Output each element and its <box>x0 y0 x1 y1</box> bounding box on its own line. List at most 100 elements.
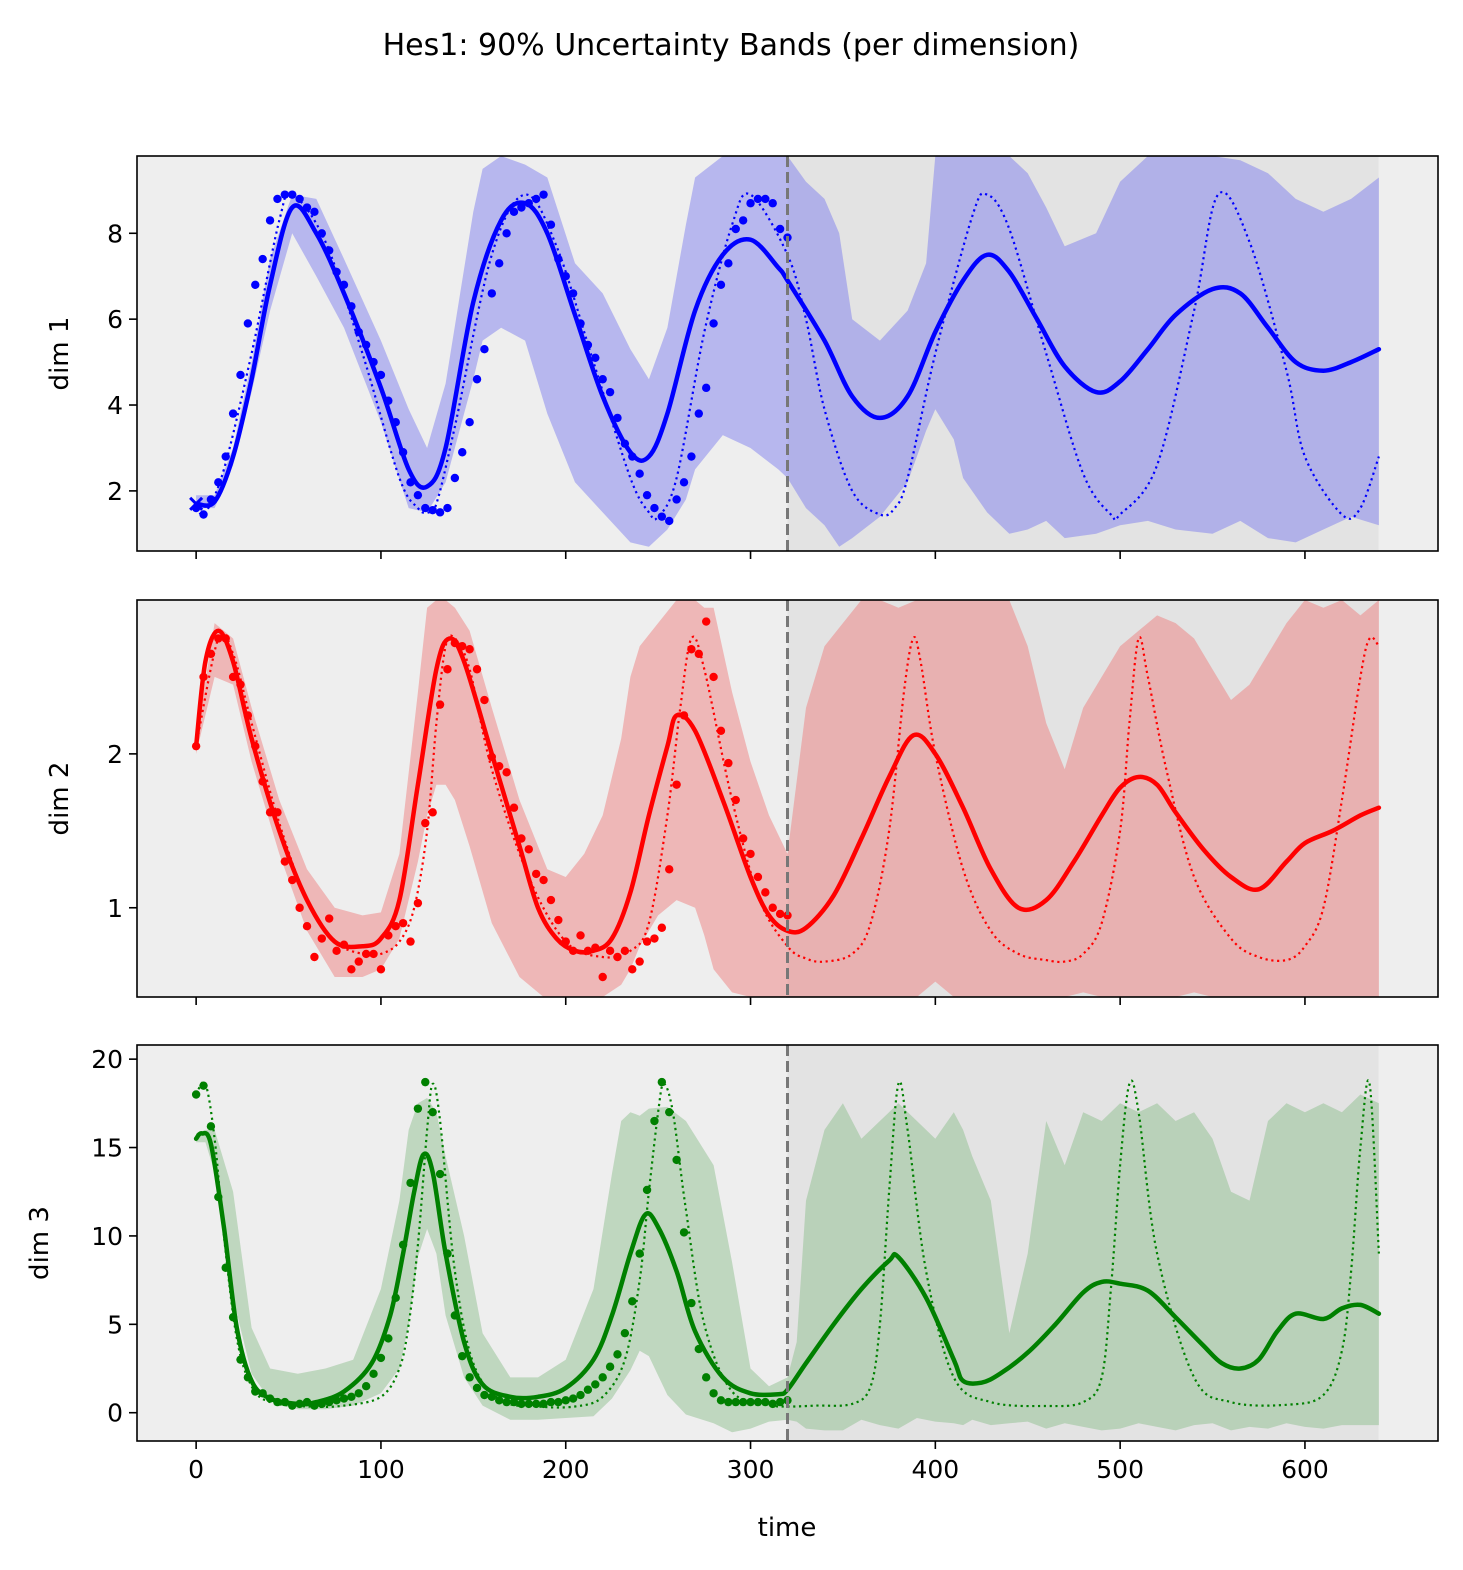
observation-point <box>731 224 740 234</box>
observation-point <box>605 387 615 397</box>
observation-point <box>731 1397 740 1407</box>
observation-point <box>495 1396 504 1405</box>
start-marker <box>189 496 204 511</box>
observation-point <box>339 1394 349 1403</box>
observation-point <box>657 923 667 932</box>
y-tick-label: 8 <box>107 219 123 248</box>
observation-point <box>435 1169 445 1179</box>
y-tick-label: 10 <box>91 1222 123 1251</box>
observation-point <box>509 207 519 217</box>
observation-point <box>384 931 393 940</box>
observation-point <box>761 194 770 204</box>
uncertainty-band <box>196 1094 1379 1433</box>
observation-point <box>509 1397 519 1407</box>
x-tick-label: 100 <box>357 1455 405 1484</box>
observation-point <box>228 1313 238 1322</box>
observation-point <box>517 203 526 212</box>
observation-point <box>554 1397 563 1407</box>
observation-point <box>265 808 275 817</box>
y-tick-label: 20 <box>91 1045 123 1074</box>
observation-point <box>206 495 216 504</box>
observation-point <box>738 216 748 225</box>
observation-point <box>546 1397 556 1407</box>
observation-point <box>635 1249 644 1258</box>
observation-point <box>613 952 622 962</box>
observation-point <box>517 834 526 843</box>
observation-point <box>310 207 319 217</box>
chart-title: Hes1: 90% Uncertainty Bands (per dimensi… <box>383 28 1080 63</box>
observation-point <box>302 1397 312 1407</box>
observation-point <box>775 224 785 234</box>
observation-point <box>679 478 689 487</box>
observation-point <box>687 645 696 654</box>
observation-point <box>413 1104 423 1113</box>
observation-point <box>598 375 607 384</box>
observation-point <box>280 1397 290 1407</box>
observation-point <box>339 940 349 949</box>
observation-point <box>761 1397 770 1407</box>
right-margin-region <box>1378 1045 1438 1441</box>
observation-point <box>228 409 238 418</box>
observation-point <box>487 752 497 762</box>
observation-point <box>317 229 327 238</box>
observation-point <box>576 319 585 328</box>
observation-point <box>288 875 297 885</box>
observation-point <box>435 508 445 517</box>
observation-point <box>687 452 696 461</box>
observation-point <box>428 1107 437 1117</box>
panel-dim-2: 1 2 dim 2 <box>45 599 1439 1005</box>
y-tick-label: 15 <box>91 1134 123 1163</box>
observation-point <box>665 865 674 874</box>
observation-point <box>628 965 637 974</box>
observation-point <box>214 634 223 643</box>
observation-point <box>361 340 371 350</box>
observation-point <box>384 1334 393 1343</box>
observation-point <box>243 711 253 720</box>
observation-point <box>243 1373 253 1382</box>
observation-point <box>317 1399 327 1409</box>
observation-point <box>672 1155 681 1165</box>
observation-point <box>302 922 312 931</box>
observation-point <box>191 741 201 751</box>
observation-point <box>753 194 763 204</box>
observation-point <box>679 711 689 720</box>
observation-point <box>768 199 777 208</box>
observation-point <box>568 289 578 298</box>
observation-point <box>628 1297 637 1306</box>
observation-point <box>665 516 674 526</box>
observation-point <box>524 845 533 854</box>
observation-point <box>539 875 548 885</box>
observation-point <box>568 1394 578 1403</box>
observation-point <box>539 190 548 199</box>
x-tick-label: 500 <box>1096 1455 1144 1484</box>
observation-point <box>406 937 415 946</box>
observation-point <box>450 473 460 483</box>
observation-point <box>251 280 260 290</box>
observation-point <box>561 272 570 281</box>
y-tick-label: 2 <box>107 477 123 506</box>
observation-point <box>620 1328 630 1338</box>
observation-point <box>391 922 400 931</box>
observation-point <box>716 1396 726 1405</box>
x-tick-label: 0 <box>188 1455 204 1484</box>
observation-point <box>361 949 371 959</box>
x-tick-label: 600 <box>1281 1455 1329 1484</box>
observation-point <box>384 396 393 405</box>
observation-point <box>376 965 386 974</box>
observation-point <box>421 503 430 513</box>
observation-point <box>502 768 511 777</box>
observation-point <box>768 1399 777 1409</box>
axes-frame <box>136 155 1439 552</box>
observation-point <box>761 888 770 897</box>
observation-point <box>657 1077 667 1087</box>
observation-point <box>546 220 556 229</box>
observation-point <box>531 1399 541 1409</box>
observation-point <box>472 1383 482 1393</box>
observation-point <box>650 1116 659 1126</box>
mean-line <box>193 200 1382 508</box>
right-margin-region <box>1378 156 1438 551</box>
observation-point <box>554 254 563 264</box>
observation-point <box>465 645 474 654</box>
observation-point <box>709 319 718 328</box>
